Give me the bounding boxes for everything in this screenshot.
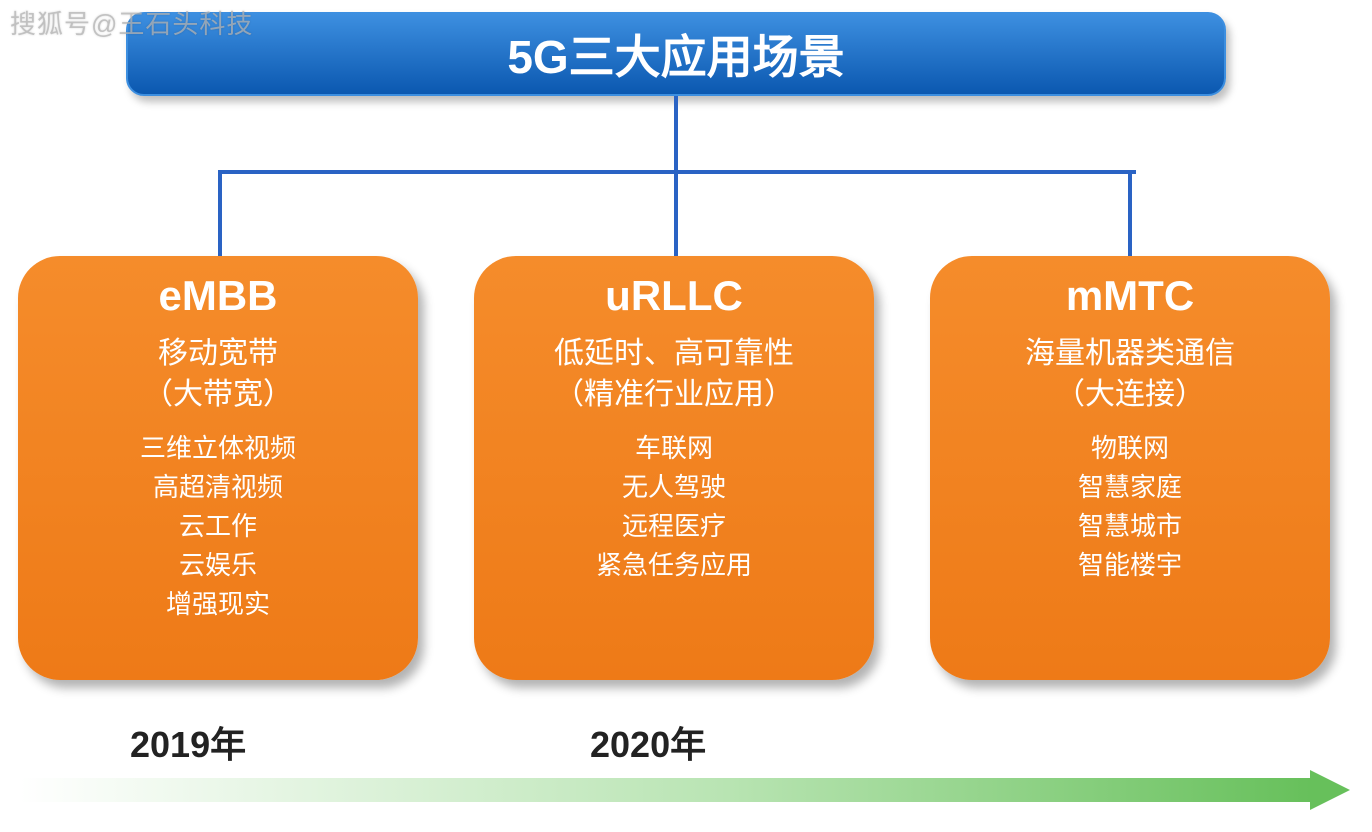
watermark-text: 搜狐号@王石头科技 — [10, 4, 253, 41]
list-item: 云工作 — [18, 507, 418, 546]
timeline-arrowhead — [1310, 770, 1350, 810]
list-item: 无人驾驶 — [474, 468, 874, 507]
card-embb: eMBB 移动宽带 （大带宽） 三维立体视频高超清视频云工作云娱乐增强现实 — [18, 256, 418, 680]
list-item: 增强现实 — [18, 585, 418, 624]
card-embb-items: 三维立体视频高超清视频云工作云娱乐增强现实 — [18, 429, 418, 624]
list-item: 车联网 — [474, 429, 874, 468]
card-urllc-sub2: （精准行业应用） — [474, 375, 874, 416]
card-urllc-sub: 低延时、高可靠性 （精准行业应用） — [474, 334, 874, 415]
card-mmtc: mMTC 海量机器类通信 （大连接） 物联网智慧家庭智慧城市智能楼宇 — [930, 256, 1330, 680]
connector-drop-left — [218, 170, 222, 256]
list-item: 智慧家庭 — [930, 468, 1330, 507]
card-urllc: uRLLC 低延时、高可靠性 （精准行业应用） 车联网无人驾驶远程医疗紧急任务应… — [474, 256, 874, 680]
card-mmtc-sub1: 海量机器类通信 — [930, 334, 1330, 375]
list-item: 智慧城市 — [930, 507, 1330, 546]
timeline-arrow — [20, 770, 1350, 810]
connector-main-drop — [674, 96, 678, 170]
list-item: 物联网 — [930, 429, 1330, 468]
list-item: 远程医疗 — [474, 507, 874, 546]
list-item: 紧急任务应用 — [474, 546, 874, 585]
title-box: 5G三大应用场景 — [126, 12, 1226, 96]
timeline-bar — [20, 778, 1310, 802]
card-urllc-sub1: 低延时、高可靠性 — [474, 334, 874, 375]
connector-drop-right — [1128, 170, 1132, 256]
card-embb-sub2: （大带宽） — [18, 375, 418, 416]
card-mmtc-sub2: （大连接） — [930, 375, 1330, 416]
card-embb-sub1: 移动宽带 — [18, 334, 418, 375]
list-item: 高超清视频 — [18, 468, 418, 507]
title-text: 5G三大应用场景 — [507, 21, 844, 87]
card-embb-sub: 移动宽带 （大带宽） — [18, 334, 418, 415]
connector-drop-mid — [674, 170, 678, 256]
card-mmtc-sub: 海量机器类通信 （大连接） — [930, 334, 1330, 415]
list-item: 三维立体视频 — [18, 429, 418, 468]
card-embb-title: eMBB — [18, 272, 418, 320]
year-2019: 2019年 — [130, 716, 246, 768]
year-2020: 2020年 — [590, 716, 706, 768]
card-mmtc-items: 物联网智慧家庭智慧城市智能楼宇 — [930, 429, 1330, 585]
list-item: 云娱乐 — [18, 546, 418, 585]
list-item: 智能楼宇 — [930, 546, 1330, 585]
card-urllc-items: 车联网无人驾驶远程医疗紧急任务应用 — [474, 429, 874, 585]
card-urllc-title: uRLLC — [474, 272, 874, 320]
card-mmtc-title: mMTC — [930, 272, 1330, 320]
